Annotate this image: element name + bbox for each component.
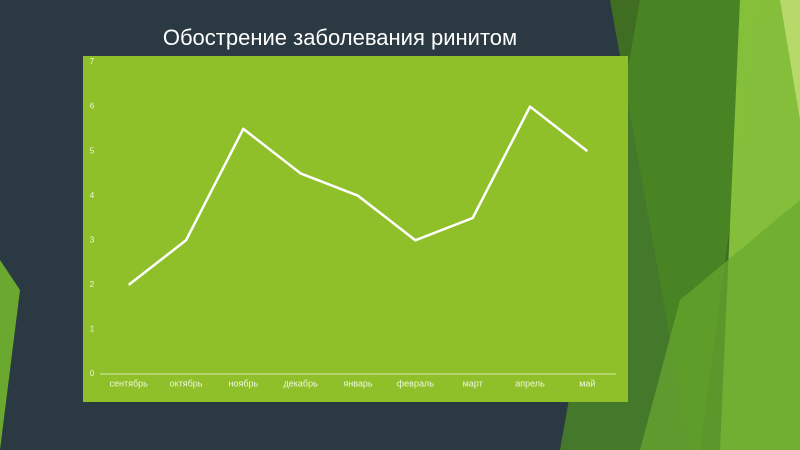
y-tick-label: 6 bbox=[90, 102, 95, 111]
decor-shape bbox=[780, 0, 800, 120]
decor-shape bbox=[640, 200, 800, 450]
y-tick-label: 4 bbox=[90, 191, 95, 200]
chart-title: Обострение заболевания ринитом bbox=[163, 25, 517, 50]
y-tick-label: 5 bbox=[90, 146, 95, 155]
x-tick-label: апрель bbox=[515, 378, 545, 388]
plot-panel bbox=[83, 56, 628, 402]
x-tick-label: январь bbox=[343, 378, 373, 388]
y-tick-label: 3 bbox=[90, 235, 95, 244]
decor-shape bbox=[0, 260, 20, 450]
x-tick-label: ноябрь bbox=[228, 378, 258, 388]
y-tick-label: 7 bbox=[90, 57, 95, 66]
x-tick-label: сентябрь bbox=[110, 378, 149, 388]
x-tick-label: февраль bbox=[397, 378, 434, 388]
x-tick-label: октябрь bbox=[170, 378, 203, 388]
y-tick-label: 0 bbox=[90, 369, 95, 378]
x-tick-label: декабрь bbox=[284, 378, 319, 388]
y-tick-label: 1 bbox=[90, 325, 95, 334]
x-tick-label: май bbox=[579, 378, 595, 388]
x-tick-label: март bbox=[463, 378, 483, 388]
y-tick-label: 2 bbox=[90, 280, 95, 289]
data-line bbox=[127, 105, 589, 286]
